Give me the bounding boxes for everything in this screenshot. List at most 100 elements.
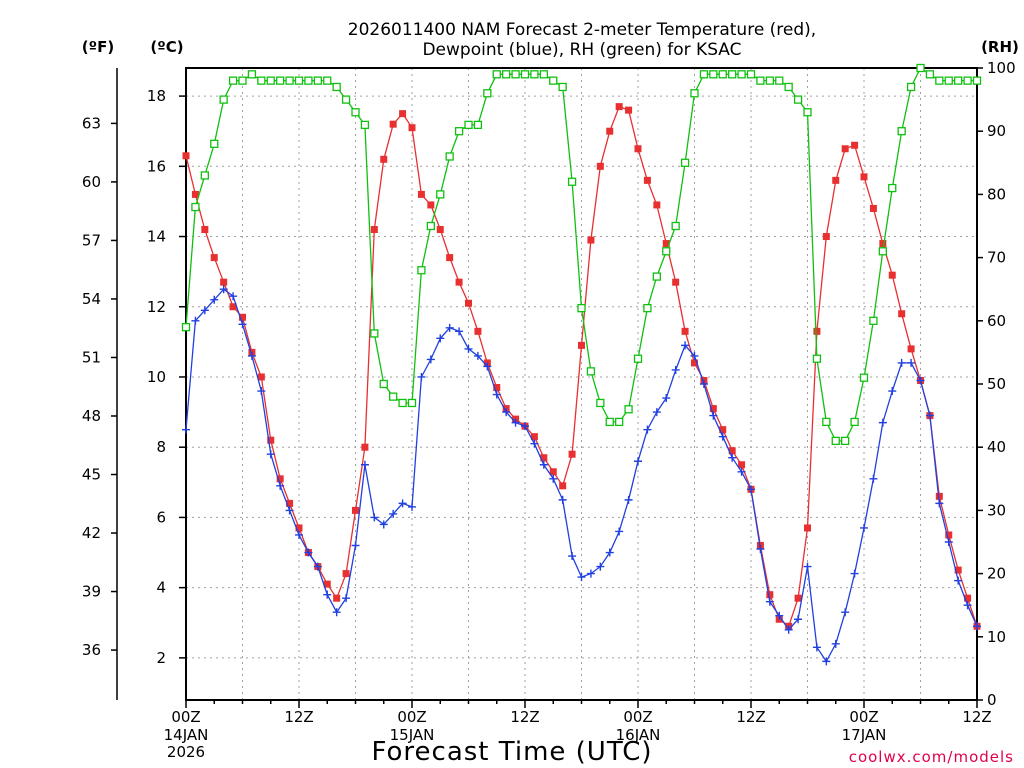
dewpoint-point [718,432,727,441]
rh-point [332,82,341,92]
x-tick-label: 12Z [284,708,313,726]
rh-point [313,76,322,85]
rh-tick-label: 20 [987,565,1006,583]
rh-point [539,70,548,79]
temperature-point [540,454,548,462]
rh-point [596,398,605,408]
rh-point [812,354,822,363]
x-tick-label: 00Z [849,708,878,726]
temperature-point [662,240,670,248]
temperature-point [888,271,896,279]
temperature-point [615,103,623,111]
celsius-tick-label: 18 [147,87,166,105]
temperature-point [672,278,680,286]
dewpoint-point [860,523,868,532]
rh-point [266,76,275,85]
dewpoint-point [370,513,379,522]
rh-point [436,190,445,199]
rh-point [775,76,784,85]
fahrenheit-tick-label: 63 [82,114,101,132]
temperature-point [229,303,237,311]
temperature-point [474,327,482,335]
rh-point [464,120,473,130]
rh-point [511,70,520,79]
rh-point [379,379,388,389]
temperature-point [879,240,887,248]
temperature-point [794,594,802,602]
temperature-point [465,299,472,307]
dewpoint-point [756,545,765,554]
temperature-point [446,254,454,262]
temperature-point [389,120,397,128]
dewpoint-point [963,601,972,610]
rh-point [276,76,285,85]
fahrenheit-tick-label: 57 [82,231,101,249]
temperature-point [738,461,746,469]
dewpoint-point [473,351,482,360]
dewpoint-point [681,341,690,350]
dewpoint-point [257,387,266,396]
dewpoint-point [728,453,737,462]
dewpoint-point [888,387,897,396]
rh-point [502,70,511,79]
rh-tick-label: 30 [987,501,1006,519]
dewpoint-point [925,411,934,420]
temperature-point [286,499,294,507]
temperature-point [907,345,915,353]
rh-point [530,70,539,79]
dewpoint-point [699,380,708,388]
dewpoint-point [266,450,275,459]
temperature-point [210,254,218,262]
x-tick-label: 12Z [510,708,539,726]
dewpoint-point [944,538,953,546]
dewpoint-point [709,411,718,420]
temperature-point [822,233,830,241]
rh-point [285,76,294,85]
rh-point [398,398,407,408]
dewpoint-point [831,639,840,648]
rh-point [728,70,737,79]
celsius-tick-label: 6 [156,508,166,526]
fahrenheit-tick-label: 60 [82,173,101,191]
fahrenheit-tick-label: 36 [82,641,101,659]
temperature-point [568,450,576,458]
rh-point [200,171,209,180]
rh-point [228,76,238,85]
temperature-point [945,531,953,539]
dewpoint-point [483,362,492,371]
rh-tick-label: 100 [987,59,1016,77]
celsius-tick-label: 12 [147,298,166,316]
dewpoint-point [445,323,454,332]
dewpoint-point [360,460,369,469]
x-tick-label: 12Z [962,708,991,726]
dewpoint-point [539,460,548,469]
rh-point [605,417,614,427]
dewpoint-point [219,285,228,294]
dewpoint-point [822,657,831,666]
dewpoint-point [662,394,671,403]
temperature-point [417,190,425,198]
temperature-point [860,173,868,181]
dewpoint-point [935,499,944,508]
temperature-point [719,426,727,434]
rh-point [473,120,483,130]
x-tick-label: 00Z [171,708,200,726]
dewpoint-point [897,358,906,367]
temperature-point [380,155,388,163]
celsius-tick-label: 2 [156,649,166,667]
rh-point [718,70,727,79]
rh-point [247,70,257,79]
rh-point [822,417,831,427]
dewpoint-point [916,376,925,385]
dewpoint-point [285,506,294,515]
fahrenheit-tick-label: 39 [82,583,101,601]
axes: 2 4 6 8 10 12 14 16 18 36 39 42 45 48 51 54 57 60 63 0 10 20 3… [82,59,1016,761]
x-tick-date: 14JAN [164,726,209,744]
temperature-point [634,145,642,153]
temperature-point [220,278,228,286]
dewpoint-point [229,292,238,301]
temperature-point [606,127,614,135]
x-tick-label: 00Z [623,708,652,726]
dewpoint-point [389,509,398,518]
